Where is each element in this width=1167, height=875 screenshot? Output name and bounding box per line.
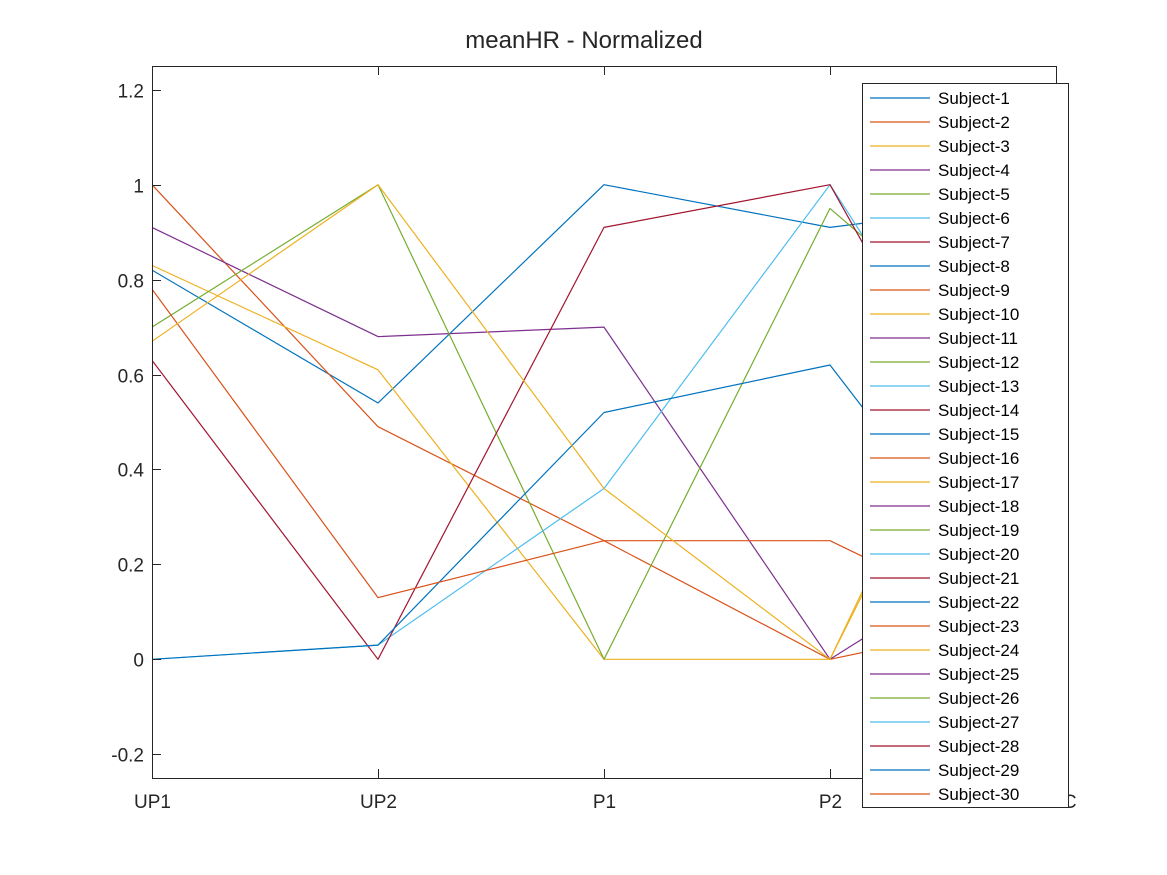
legend-entry: Subject-26 (938, 689, 1019, 708)
y-tick-label: -0.2 (111, 746, 144, 767)
legend-entry: Subject-30 (938, 785, 1019, 804)
legend-entry: Subject-12 (938, 353, 1019, 372)
chart-title: meanHR - Normalized (465, 27, 702, 54)
legend-entry: Subject-7 (938, 233, 1010, 252)
legend-entry: Subject-15 (938, 425, 1019, 444)
legend-entry: Subject-20 (938, 545, 1019, 564)
legend-entry: Subject-1 (938, 89, 1010, 108)
legend-entry: Subject-29 (938, 761, 1019, 780)
legend-entry: Subject-27 (938, 713, 1019, 732)
legend-entry: Subject-6 (938, 209, 1010, 228)
legend-entry: Subject-3 (938, 137, 1010, 156)
y-tick-label: 0.4 (118, 461, 145, 482)
legend-entry: Subject-21 (938, 569, 1019, 588)
legend-box (862, 83, 1069, 808)
x-tick-label: P1 (593, 792, 616, 813)
legend-entry: Subject-2 (938, 113, 1010, 132)
legend-entry: Subject-18 (938, 497, 1019, 516)
legend-entry: Subject-23 (938, 617, 1019, 636)
y-tick-label: 1.2 (118, 82, 144, 103)
legend-entry: Subject-24 (938, 641, 1019, 660)
legend-entry: Subject-11 (938, 329, 1018, 348)
legend-entry: Subject-14 (938, 401, 1019, 420)
legend-entry: Subject-10 (938, 305, 1019, 324)
legend-entry: Subject-5 (938, 185, 1010, 204)
legend-entry: Subject-8 (938, 257, 1010, 276)
legend-entry: Subject-25 (938, 665, 1019, 684)
legend-entry: Subject-17 (938, 473, 1019, 492)
x-tick-label: P2 (819, 792, 842, 813)
legend-entry: Subject-4 (938, 161, 1010, 180)
legend-entry: Subject-22 (938, 593, 1019, 612)
y-tick-label: 0.2 (118, 556, 144, 577)
legend[interactable]: Subject-1 Subject-2 Subject-3 Subject-4 Subj… (862, 83, 1069, 808)
y-tick-labels: -0.2 0 0.2 0.4 0.6 0.8 1 1.2 (111, 82, 144, 767)
legend-entry: Subject-13 (938, 377, 1019, 396)
y-tick-label: 1 (133, 177, 144, 198)
legend-entry: Subject-16 (938, 449, 1019, 468)
y-tick-label: 0.6 (118, 367, 144, 388)
x-tick-label: UP1 (134, 792, 171, 813)
y-tick-label: 0.8 (118, 272, 144, 293)
legend-entry: Subject-19 (938, 521, 1019, 540)
y-tick-label: 0 (133, 651, 144, 672)
x-tick-label: UP2 (360, 792, 397, 813)
legend-entry: Subject-28 (938, 737, 1019, 756)
legend-entry: Subject-9 (938, 281, 1010, 300)
